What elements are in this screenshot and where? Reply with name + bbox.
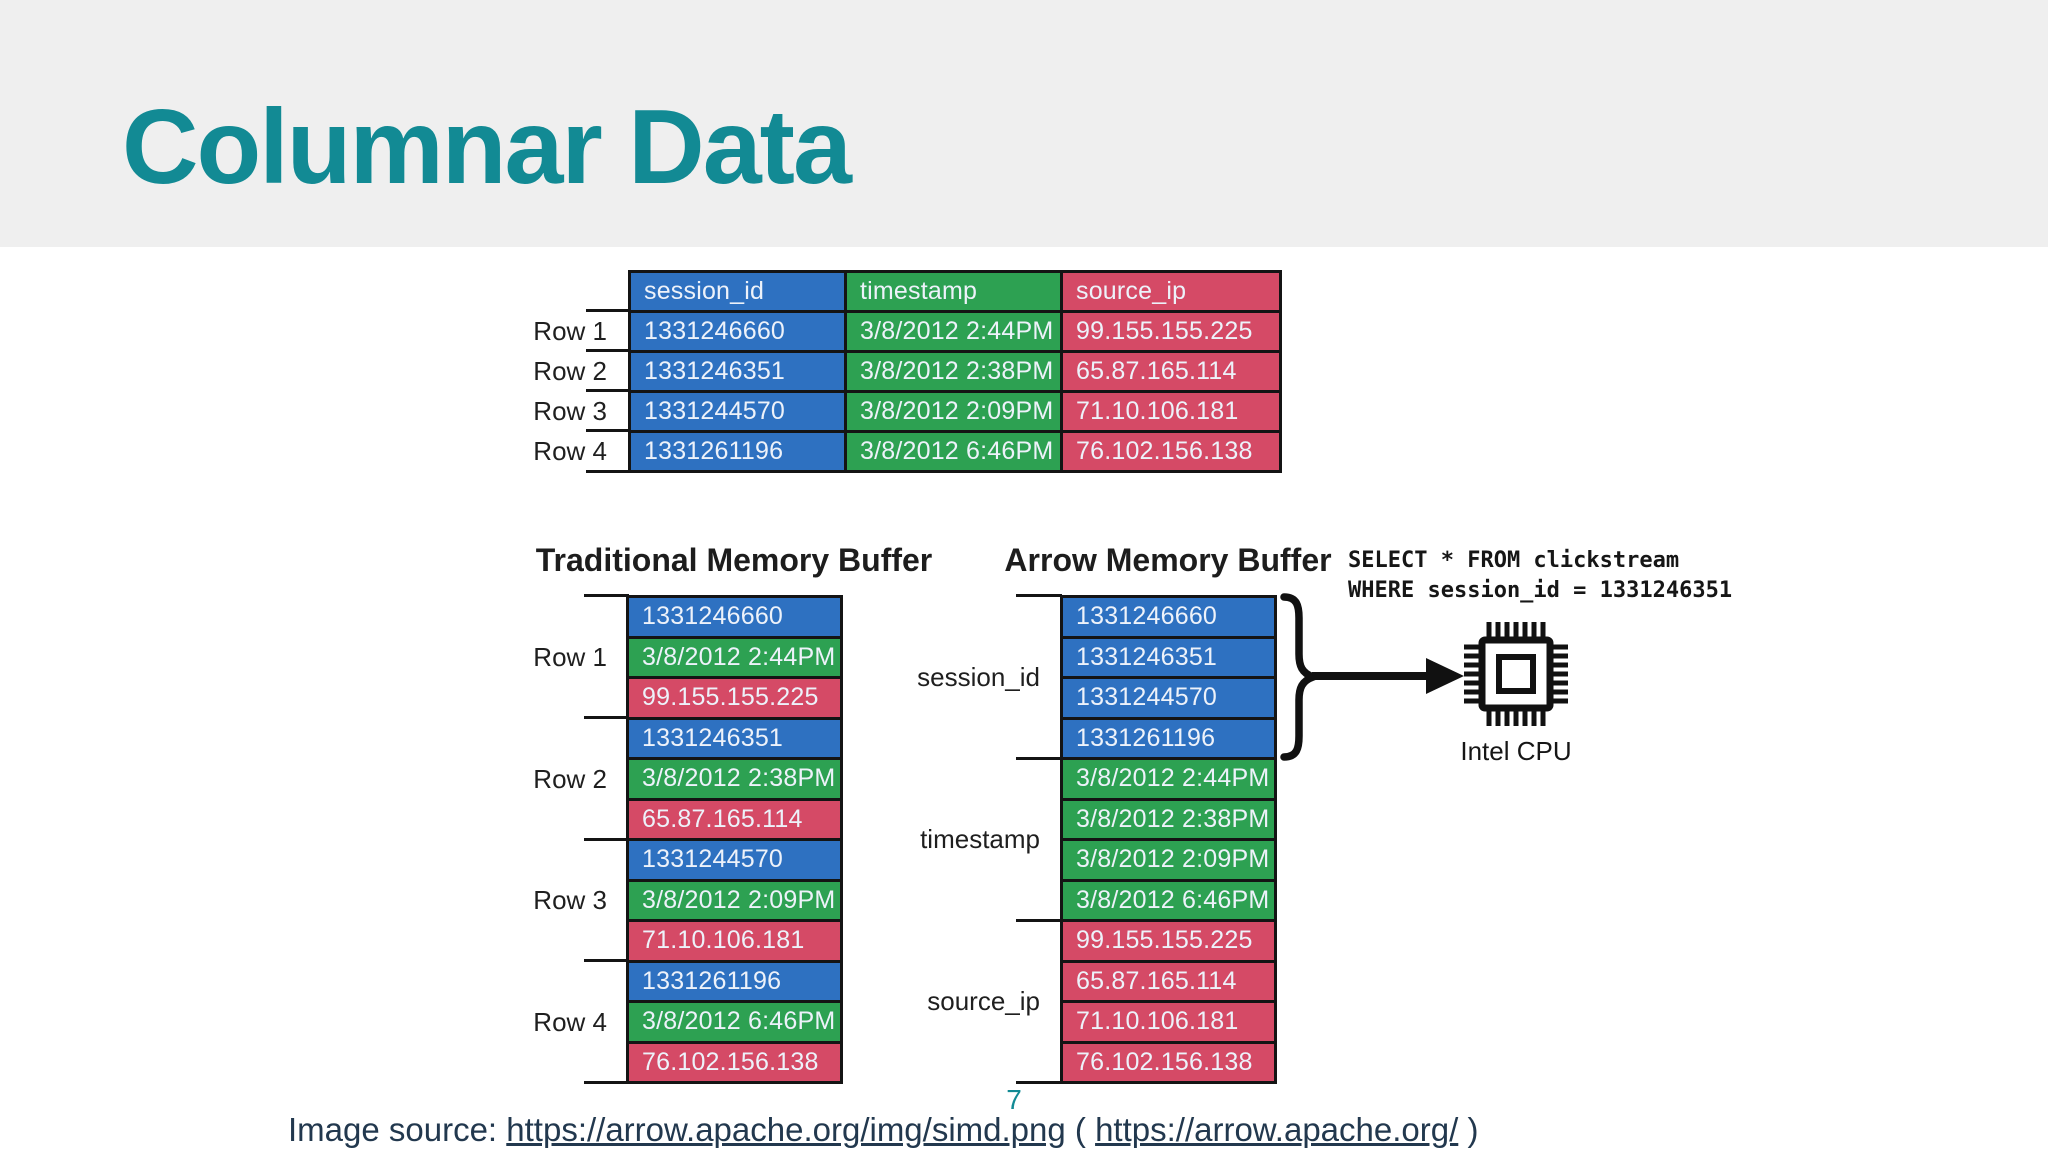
table-cell: 65.87.165.114: [1063, 353, 1279, 390]
buffer-cell: 76.102.156.138: [629, 1043, 840, 1081]
buffer-cell: 3/8/2012 2:09PM: [1063, 841, 1274, 879]
table-cell: 76.102.156.138: [1063, 433, 1279, 470]
traditional-buffer-title: Traditional Memory Buffer: [535, 542, 933, 578]
buffer-cell: 99.155.155.225: [629, 679, 840, 717]
buffer-cell: 71.10.106.181: [1063, 1003, 1274, 1041]
arrow-head: [1426, 658, 1464, 694]
buffer-cell: 1331244570: [1063, 679, 1274, 717]
buffer-cell: 1331246351: [629, 719, 840, 757]
buffer-cell: 71.10.106.181: [629, 922, 840, 960]
buffer-row-label: Row 1: [533, 642, 607, 672]
buffer-cell: 3/8/2012 2:09PM: [629, 881, 840, 919]
tick-line: [586, 470, 630, 473]
attribution-link-simd-png[interactable]: https://arrow.apache.org/img/simd.png: [506, 1111, 1066, 1148]
tick-line: [586, 309, 630, 312]
buffer-cell: 1331261196: [629, 962, 840, 1000]
attribution-separator: (: [1065, 1111, 1096, 1148]
table-cell: 1331244570: [631, 393, 844, 430]
buffer-cell: 3/8/2012 2:44PM: [1063, 760, 1274, 798]
buffer-cell: 65.87.165.114: [629, 800, 840, 838]
buffer-group-label: source_ip: [927, 986, 1040, 1016]
table-header-timestamp: timestamp: [847, 273, 1060, 310]
buffer-row-label: Row 3: [533, 885, 607, 915]
table-row-label: Row 2: [533, 356, 607, 386]
cpu-chip-icon: [1464, 622, 1568, 726]
table-cell: 1331261196: [631, 433, 844, 470]
attribution: Image source: https://arrow.apache.org/i…: [288, 1110, 1478, 1150]
page-number: 7: [1006, 1084, 1022, 1115]
tick-line: [1016, 594, 1062, 597]
tick-line: [584, 594, 629, 597]
buffer-cell: 1331246660: [1063, 598, 1274, 636]
table-cell: 99.155.155.225: [1063, 313, 1279, 350]
table-header-session-id: session_id: [631, 273, 844, 310]
table-cell: 3/8/2012 6:46PM: [847, 433, 1060, 470]
arrow-memory-buffer: 1331246660 1331246351 1331244570 1331261…: [1060, 595, 1277, 1084]
table-row-label: Row 3: [533, 396, 607, 426]
title-band: [0, 0, 2048, 247]
attribution-link-arrow-home[interactable]: https://arrow.apache.org/: [1095, 1111, 1459, 1148]
buffer-cell: 1331261196: [1063, 719, 1274, 757]
table-cell: 3/8/2012 2:09PM: [847, 393, 1060, 430]
buffer-cell: 76.102.156.138: [1063, 1043, 1274, 1081]
buffer-row-label: Row 2: [533, 764, 607, 794]
tick-line: [584, 838, 629, 841]
table-cell: 3/8/2012 2:44PM: [847, 313, 1060, 350]
buffer-cell: 1331246660: [629, 598, 840, 636]
table-row-label: Row 1: [533, 316, 607, 346]
row-oriented-table: session_id timestamp source_ip 133124666…: [628, 270, 1282, 473]
tick-line: [586, 389, 630, 392]
table-cell: 3/8/2012 2:38PM: [847, 353, 1060, 390]
cpu-label: Intel CPU: [1460, 736, 1572, 766]
table-header-source-ip: source_ip: [1063, 273, 1279, 310]
tick-line: [1016, 1081, 1062, 1084]
tick-line: [584, 1081, 629, 1084]
traditional-memory-buffer: 1331246660 3/8/2012 2:44PM 99.155.155.22…: [626, 595, 843, 1084]
buffer-cell: 1331246351: [1063, 638, 1274, 676]
tick-line: [1016, 919, 1062, 922]
tick-line: [584, 716, 629, 719]
buffer-row-label: Row 4: [533, 1007, 607, 1037]
arrow-buffer-title: Arrow Memory Buffer: [1004, 542, 1332, 578]
buffer-cell: 1331244570: [629, 841, 840, 879]
arrow-line: [1312, 672, 1430, 680]
table-cell: 1331246660: [631, 313, 844, 350]
tick-line: [586, 349, 630, 352]
slide-title: Columnar Data: [122, 88, 852, 206]
buffer-group-label: timestamp: [920, 824, 1040, 854]
buffer-cell: 3/8/2012 2:44PM: [629, 638, 840, 676]
attribution-prefix: Image source:: [288, 1111, 507, 1148]
table-row-label: Row 4: [533, 436, 607, 466]
table-cell: 71.10.106.181: [1063, 393, 1279, 430]
buffer-cell: 3/8/2012 6:46PM: [629, 1003, 840, 1041]
buffer-cell: 99.155.155.225: [1063, 922, 1274, 960]
tick-line: [586, 429, 630, 432]
buffer-cell: 3/8/2012 2:38PM: [1063, 800, 1274, 838]
buffer-group-label: session_id: [917, 662, 1040, 692]
tick-line: [584, 959, 629, 962]
sql-query: SELECT * FROM clickstream WHERE session_i…: [1348, 546, 1732, 606]
buffer-cell: 65.87.165.114: [1063, 962, 1274, 1000]
buffer-cell: 3/8/2012 6:46PM: [1063, 881, 1274, 919]
table-cell: 1331246351: [631, 353, 844, 390]
sql-query-line2: WHERE session_id = 1331246351: [1348, 578, 1733, 603]
sql-query-line1: SELECT * FROM clickstream: [1348, 548, 1680, 573]
buffer-cell: 3/8/2012 2:38PM: [629, 760, 840, 798]
tick-line: [1016, 757, 1062, 760]
attribution-suffix: ): [1458, 1111, 1479, 1148]
